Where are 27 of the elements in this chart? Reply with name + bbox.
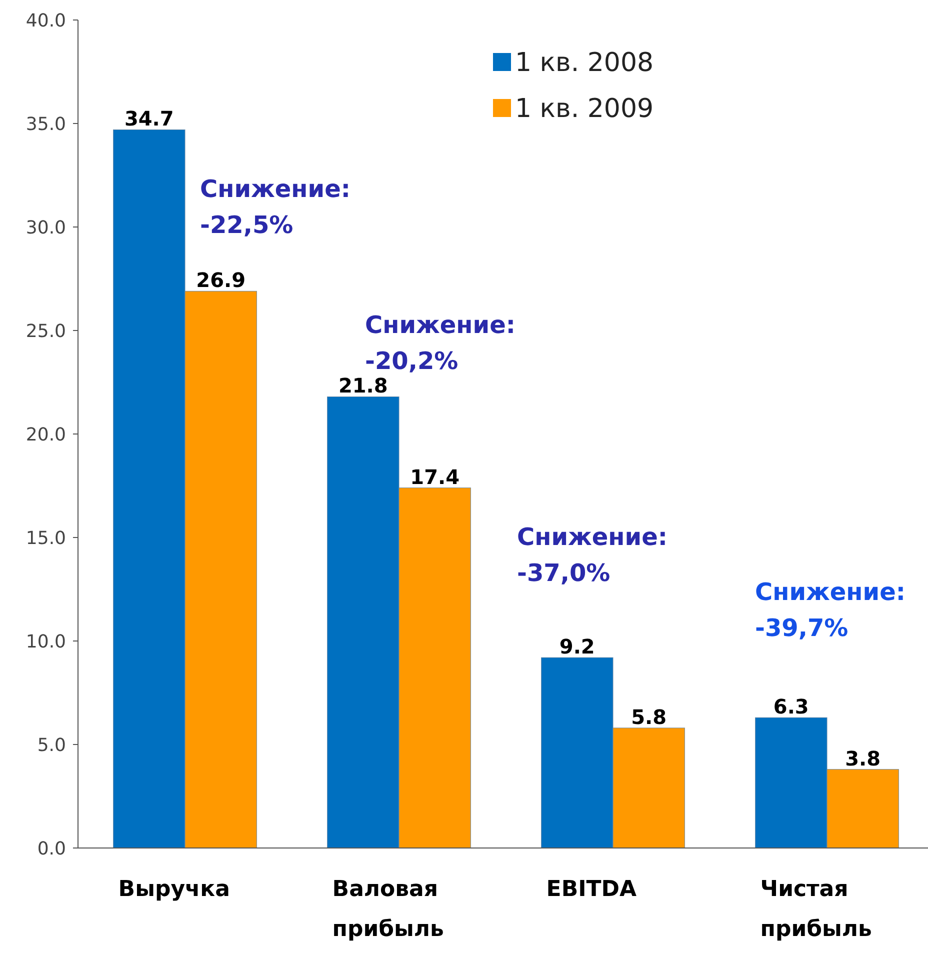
y-tick-label: 10.0 <box>26 631 66 652</box>
data-label: 21.8 <box>338 374 388 398</box>
data-label: 6.3 <box>773 694 809 719</box>
x-tick-label: Чистая прибыль <box>760 877 872 942</box>
data-label: 17.4 <box>410 464 460 489</box>
data-label: 9.2 <box>559 634 595 659</box>
y-tick-label: 0.0 <box>37 838 66 860</box>
data-label: 34.7 <box>124 106 174 131</box>
y-tick-label: 40.0 <box>26 10 66 32</box>
x-tick-label: Выручка <box>118 877 230 902</box>
x-tick-label: EBITDA <box>546 877 637 902</box>
x-tick-label: Валовая прибыль <box>332 877 444 942</box>
y-tick-label: 35.0 <box>26 114 66 135</box>
data-label: 26.9 <box>196 268 246 292</box>
y-tick-label: 25.0 <box>26 320 66 342</box>
annotation: Снижение: -20,2% <box>365 311 516 375</box>
data-label: 3.8 <box>845 746 881 770</box>
annotation: Снижение: -39,7% <box>755 578 906 642</box>
y-tick-label: 30.0 <box>26 217 66 238</box>
legend-label: 1 кв. 2008 <box>515 48 654 78</box>
y-tick-label: 20.0 <box>26 424 66 446</box>
y-tick-label: 5.0 <box>37 734 66 756</box>
annotation: Снижение: -37,0% <box>517 523 668 587</box>
annotation: Снижение: -22,5% <box>200 175 350 239</box>
data-label: 5.8 <box>631 704 667 729</box>
y-tick-label: 15.0 <box>26 528 66 549</box>
legend-label: 1 кв. 2009 <box>515 94 654 124</box>
